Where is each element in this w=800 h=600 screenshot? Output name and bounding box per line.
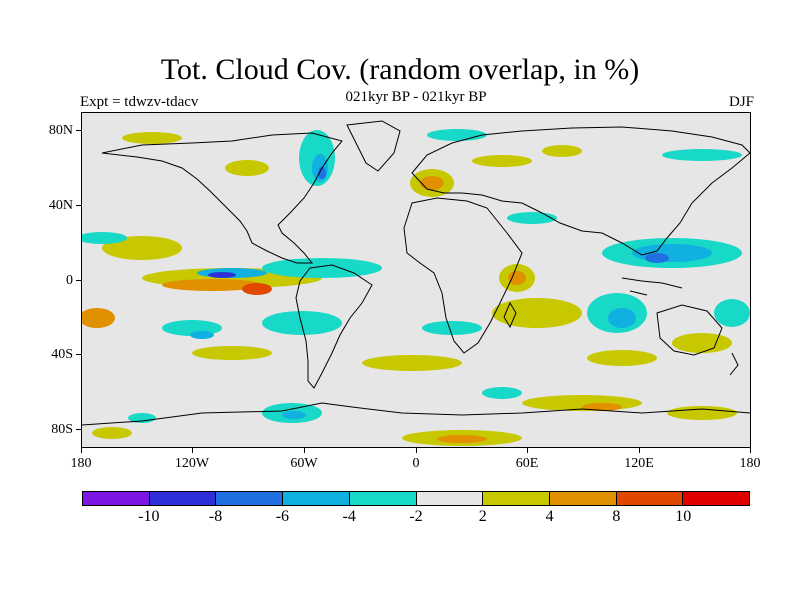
- positive-anomaly-patch: [362, 355, 462, 371]
- anomaly-fields: [82, 129, 750, 446]
- positive-anomaly-patch: [492, 298, 582, 328]
- positive-anomaly-patch: [508, 271, 526, 285]
- colorbar-level-label: -8: [208, 508, 223, 525]
- lon-tick-label: 180: [70, 456, 92, 471]
- positive-anomaly-patch: [542, 145, 582, 157]
- lon-tick: [416, 448, 417, 453]
- positive-anomaly-patch: [122, 132, 182, 144]
- lat-tick: [76, 429, 81, 430]
- colorbar-cell: [216, 492, 284, 505]
- colorbar-level-label: -4: [342, 508, 356, 525]
- colorbar-level-label: 2: [478, 508, 487, 525]
- colorbar-cell: [616, 492, 684, 505]
- lon-tick: [304, 448, 305, 453]
- negative-anomaly-patch: [82, 232, 127, 244]
- negative-anomaly-patch: [608, 308, 636, 328]
- lat-tick-label: 40N: [48, 198, 73, 213]
- coastline-antarctica: [82, 402, 750, 426]
- coastline-greenland: [346, 120, 401, 172]
- lat-tick-label: 80S: [51, 422, 73, 437]
- negative-anomaly-patch: [662, 149, 742, 161]
- colorbar-cell: [83, 492, 150, 505]
- colorbar-cell: [349, 492, 417, 505]
- negative-anomaly-patch: [482, 387, 522, 399]
- season-label: DJF: [728, 94, 754, 110]
- positive-anomaly-patch: [192, 346, 272, 360]
- coastline-eurasia: [411, 126, 750, 256]
- lat-tick: [76, 205, 81, 206]
- lon-tick-label: 60E: [515, 456, 539, 471]
- positive-anomaly-patch: [162, 279, 262, 291]
- lat-tick: [76, 354, 81, 355]
- coastline-new-zealand: [729, 352, 739, 376]
- lon-tick-label: 0: [412, 456, 420, 471]
- lon-tick-label: 180: [739, 456, 761, 471]
- lon-tick-label: 60W: [290, 456, 318, 471]
- negative-anomaly-patch: [507, 212, 557, 224]
- colorbar-level-label: -6: [275, 508, 290, 525]
- positive-anomaly-patch: [437, 435, 487, 443]
- colorbar-level-label: -10: [138, 508, 160, 525]
- positive-anomaly-patch: [587, 350, 657, 366]
- colorbar-cell: [683, 492, 750, 505]
- lon-tick: [192, 448, 193, 453]
- positive-anomaly-patch: [102, 236, 182, 260]
- lat-tick: [76, 130, 81, 131]
- coastline-indonesia: [621, 277, 683, 296]
- coastline-north-america: [101, 132, 343, 264]
- coastline-africa: [403, 197, 523, 354]
- negative-anomaly-patch: [262, 311, 342, 335]
- positive-anomaly-patch: [672, 333, 732, 353]
- lat-tick-label: 0: [66, 273, 73, 288]
- lat-tick-label: 80N: [48, 123, 73, 138]
- lon-tick: [81, 448, 82, 453]
- coastline-madagascar: [503, 301, 517, 329]
- coastlines: [82, 120, 750, 426]
- negative-anomaly-patch: [190, 331, 214, 339]
- positive-anomaly-patch: [82, 308, 115, 328]
- positive-anomaly-patch: [92, 427, 132, 439]
- lon-tick: [527, 448, 528, 453]
- negative-anomaly-patch: [318, 167, 326, 179]
- colorbar-level-label: 4: [545, 508, 554, 525]
- experiment-label: Expt = tdwzv-tdacv: [80, 94, 199, 110]
- lon-tick: [639, 448, 640, 453]
- negative-anomaly-patch: [714, 299, 750, 327]
- colorbar-level-label: 8: [612, 508, 621, 525]
- negative-anomaly-patch: [282, 411, 306, 419]
- lat-tick: [76, 280, 81, 281]
- lon-tick: [750, 448, 751, 453]
- negative-anomaly-patch: [208, 272, 236, 278]
- positive-anomaly-patch: [242, 283, 272, 295]
- negative-anomaly-patch: [262, 258, 382, 278]
- colorbar-cell: [149, 492, 217, 505]
- colorbar-cell: [483, 492, 550, 505]
- map-panel: [81, 112, 751, 448]
- negative-anomaly-patch: [422, 321, 482, 335]
- map-canvas: [82, 120, 750, 446]
- colorbar-level-label: 10: [675, 508, 692, 525]
- colorbar-cell: [416, 492, 484, 505]
- negative-anomaly-patch: [645, 253, 669, 263]
- plot-subtitle: 021kyr BP - 021kyr BP: [345, 89, 487, 105]
- negative-anomaly-patch: [427, 129, 487, 141]
- positive-anomaly-patch: [225, 160, 269, 176]
- positive-anomaly-patch: [582, 403, 622, 411]
- colorbar: [82, 491, 750, 506]
- lon-tick-label: 120W: [174, 456, 210, 471]
- negative-anomaly-patch: [632, 244, 712, 262]
- coastline-australia: [656, 304, 723, 356]
- positive-anomaly-patch: [472, 155, 532, 167]
- colorbar-level-label: -2: [409, 508, 423, 525]
- coastline-south-america: [295, 264, 373, 389]
- colorbar-cell: [549, 492, 617, 505]
- colorbar-cell: [283, 492, 350, 505]
- positive-anomaly-patch: [667, 406, 737, 420]
- positive-anomaly-patch: [420, 176, 444, 190]
- plot-title: Tot. Cloud Cov. (random overlap, in %): [160, 53, 640, 86]
- lon-tick-label: 120E: [624, 456, 654, 471]
- lat-tick-label: 40S: [51, 347, 73, 362]
